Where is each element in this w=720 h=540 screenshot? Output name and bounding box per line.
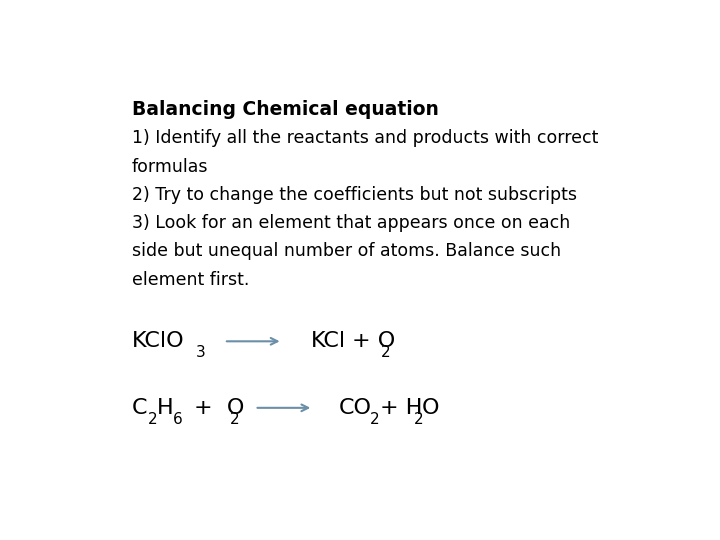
Text: 1) Identify all the reactants and products with correct: 1) Identify all the reactants and produc… [132, 129, 598, 147]
Text: KCl: KCl [310, 332, 346, 352]
Text: side but unequal number of atoms. Balance such: side but unequal number of atoms. Balanc… [132, 242, 561, 260]
Text: O: O [421, 398, 439, 418]
Text: C: C [132, 398, 148, 418]
Text: + H: + H [380, 398, 423, 418]
Text: H: H [157, 398, 174, 418]
Text: 2: 2 [230, 412, 239, 427]
Text: element first.: element first. [132, 271, 249, 288]
Text: CO: CO [338, 398, 372, 418]
Text: + O: + O [351, 332, 395, 352]
Text: +  O: + O [194, 398, 245, 418]
Text: 2: 2 [148, 412, 157, 427]
Text: 6: 6 [173, 412, 182, 427]
Text: 2: 2 [370, 412, 379, 427]
Text: Balancing Chemical equation: Balancing Chemical equation [132, 100, 438, 119]
Text: 3) Look for an element that appears once on each: 3) Look for an element that appears once… [132, 214, 570, 232]
Text: formulas: formulas [132, 158, 208, 176]
Text: 2) Try to change the coefficients but not subscripts: 2) Try to change the coefficients but no… [132, 186, 577, 204]
Text: KClO: KClO [132, 332, 184, 352]
Text: 2: 2 [414, 412, 423, 427]
Text: 2: 2 [381, 346, 390, 360]
Text: 3: 3 [196, 346, 206, 360]
